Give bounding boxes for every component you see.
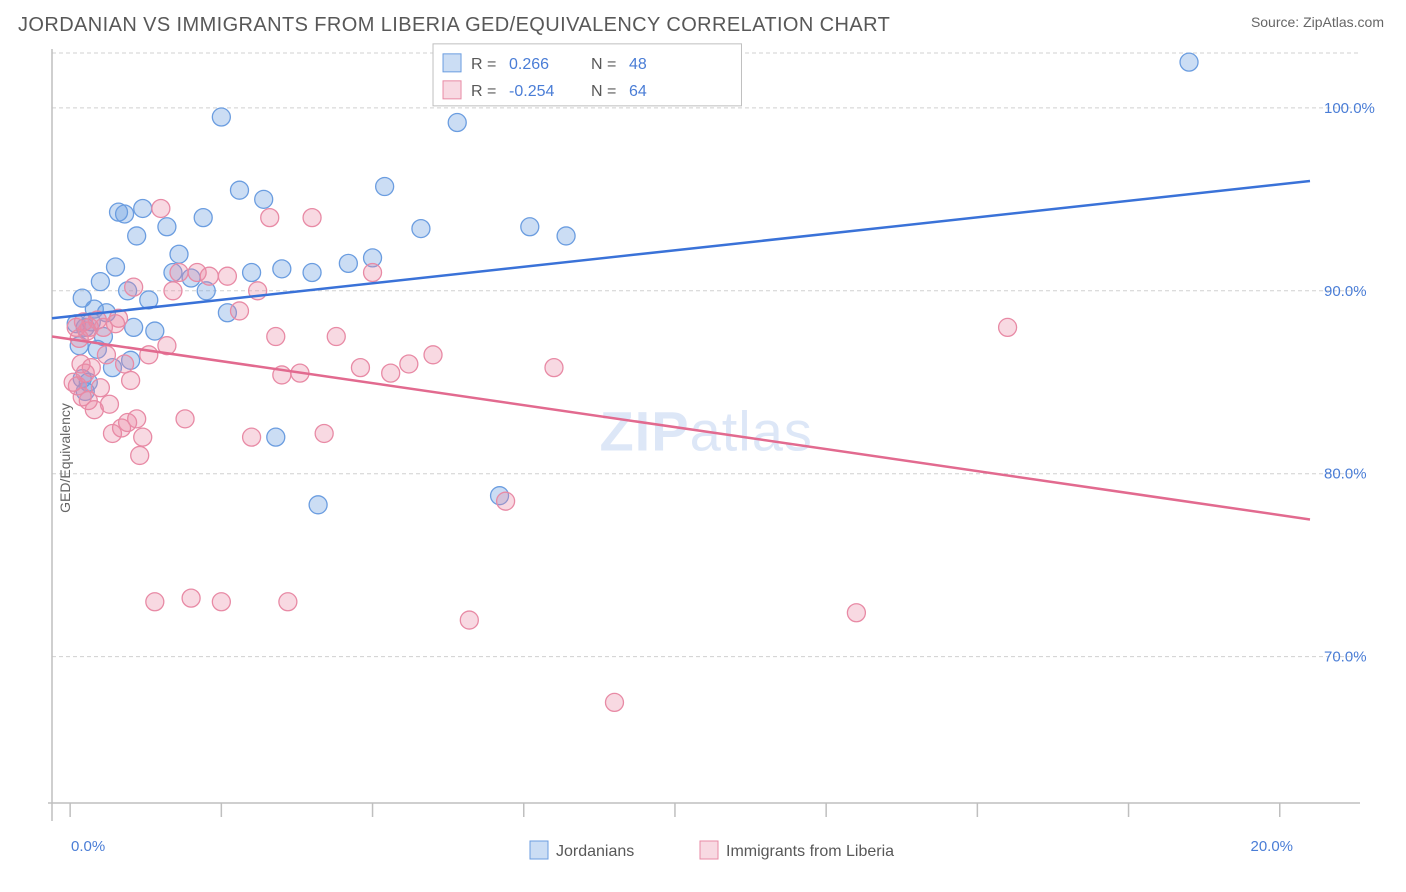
data-point [212, 108, 230, 126]
data-point [303, 209, 321, 227]
y-tick-label: 90.0% [1324, 283, 1367, 300]
data-point [400, 355, 418, 373]
data-point [999, 318, 1017, 336]
data-point [605, 693, 623, 711]
data-point [107, 258, 125, 276]
data-point [134, 199, 152, 217]
data-point [382, 364, 400, 382]
data-point [116, 355, 134, 373]
data-point [91, 273, 109, 291]
data-point [261, 209, 279, 227]
chart-container: GED/Equivalency 0.0%20.0%70.0%80.0%90.0%… [20, 43, 1396, 873]
y-tick-label: 100.0% [1324, 100, 1375, 117]
stat-r-value: 0.266 [509, 56, 549, 73]
data-point [152, 199, 170, 217]
data-point [303, 264, 321, 282]
data-point [182, 589, 200, 607]
data-point [243, 428, 261, 446]
data-point [309, 496, 327, 514]
data-point [557, 227, 575, 245]
data-point [339, 254, 357, 272]
data-point [164, 282, 182, 300]
data-point [194, 209, 212, 227]
data-point [847, 604, 865, 622]
x-tick-label: 20.0% [1250, 838, 1293, 855]
data-point [100, 395, 118, 413]
data-point [146, 322, 164, 340]
stat-n-value: 48 [629, 56, 647, 73]
legend-swatch [530, 841, 548, 859]
data-point [327, 328, 345, 346]
stat-n-value: 64 [629, 83, 647, 100]
scatter-chart: 0.0%20.0%70.0%80.0%90.0%100.0%ZIPatlasR … [20, 43, 1396, 873]
data-point [230, 181, 248, 199]
data-point [460, 611, 478, 629]
stat-r-value: -0.254 [509, 83, 554, 100]
data-point [497, 492, 515, 510]
data-point [82, 359, 100, 377]
stat-swatch [443, 54, 461, 72]
data-point [122, 371, 140, 389]
source-label: Source: ZipAtlas.com [1251, 14, 1384, 30]
trend-line-liberia [52, 337, 1310, 520]
data-point [170, 264, 188, 282]
chart-title: JORDANIAN VS IMMIGRANTS FROM LIBERIA GED… [18, 14, 890, 37]
data-point [212, 593, 230, 611]
trend-line-jordanians [52, 181, 1310, 318]
data-point [200, 267, 218, 285]
data-point [170, 245, 188, 263]
data-point [315, 424, 333, 442]
data-point [128, 410, 146, 428]
data-point [267, 328, 285, 346]
legend-swatch [700, 841, 718, 859]
data-point [255, 190, 273, 208]
data-point [351, 359, 369, 377]
y-tick-label: 70.0% [1324, 649, 1367, 666]
data-point [279, 593, 297, 611]
stat-n-label: N = [591, 56, 616, 73]
y-tick-label: 80.0% [1324, 466, 1367, 483]
data-point [267, 428, 285, 446]
data-point [125, 278, 143, 296]
legend-label: Immigrants from Liberia [726, 843, 894, 860]
y-axis-label: GED/Equivalency [57, 403, 73, 513]
stat-n-label: N = [591, 83, 616, 100]
data-point [230, 302, 248, 320]
data-point [364, 264, 382, 282]
data-point [146, 593, 164, 611]
data-point [97, 346, 115, 364]
legend-label: Jordanians [556, 843, 634, 860]
data-point [131, 446, 149, 464]
data-point [243, 264, 261, 282]
data-point [134, 428, 152, 446]
data-point [424, 346, 442, 364]
data-point [412, 220, 430, 238]
data-point [91, 379, 109, 397]
stat-r-label: R = [471, 56, 496, 73]
data-point [448, 114, 466, 132]
data-point [545, 359, 563, 377]
x-tick-label: 0.0% [71, 838, 105, 855]
stat-r-label: R = [471, 83, 496, 100]
data-point [158, 218, 176, 236]
data-point [218, 267, 236, 285]
data-point [376, 178, 394, 196]
data-point [128, 227, 146, 245]
data-point [1180, 53, 1198, 71]
stat-swatch [443, 81, 461, 99]
data-point [116, 205, 134, 223]
series-liberia [64, 57, 1016, 712]
data-point [273, 260, 291, 278]
data-point [176, 410, 194, 428]
data-point [521, 218, 539, 236]
